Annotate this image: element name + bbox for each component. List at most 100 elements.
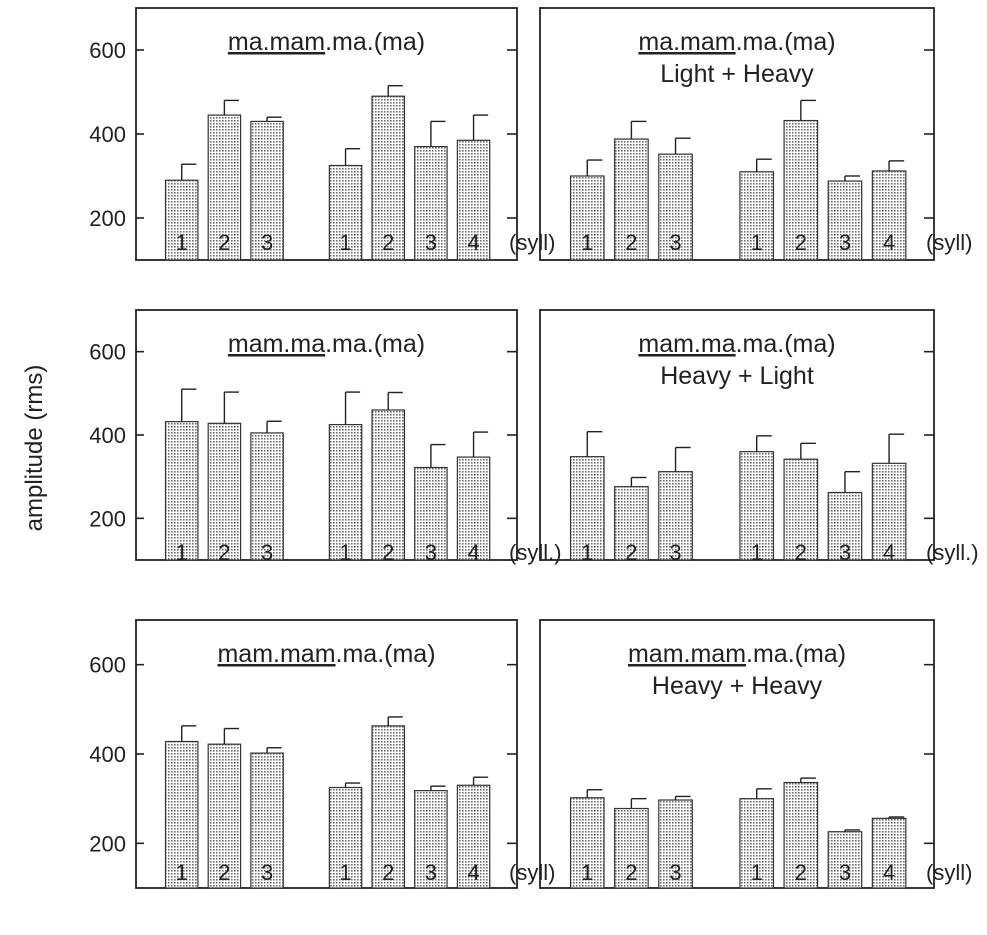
x-tick-label: 3: [425, 230, 437, 255]
x-tick-label: 2: [382, 230, 394, 255]
x-tick-label: 3: [839, 230, 851, 255]
x-tick-label: 1: [751, 860, 763, 885]
title-part: .ma.(ma): [325, 330, 425, 358]
x-tick-label: 4: [883, 540, 895, 565]
x-tick-label: 1: [176, 540, 188, 565]
bar: [739, 798, 775, 889]
y-tick-label: 400: [89, 423, 126, 448]
x-tick-label: 2: [218, 230, 230, 255]
chart-panel-4: 1 2 3 1 2 3 4 (syll.) mam.ma.ma.(ma) Heavy + Ligh…: [539, 309, 979, 565]
x-tick-label: 4: [467, 230, 479, 255]
x-tick-label: 2: [218, 540, 230, 565]
bar: [614, 486, 649, 561]
chart-panel-1: 200 400 600 1 2 3 1 2 3 4 (syll) ma.mam.ma.(ma): [89, 7, 555, 261]
bar: [614, 807, 649, 889]
x-tick-label: 3: [669, 540, 681, 565]
panel-title: mam.mam.ma.(ma): [628, 640, 846, 668]
x-tick-label: 2: [625, 230, 637, 255]
x-tick-label: 1: [339, 230, 351, 255]
y-tick-label: 600: [89, 38, 126, 63]
x-tick-label: 2: [218, 860, 230, 885]
bar: [250, 432, 284, 561]
x-tick-label: 4: [883, 860, 895, 885]
bar: [827, 180, 863, 261]
x-tick-label: 4: [467, 860, 479, 885]
x-tick-label: 1: [176, 230, 188, 255]
panel-title: mam.mam.ma.(ma): [217, 640, 435, 668]
title-underlined-part: ma.mam: [228, 28, 325, 56]
bar: [328, 786, 363, 889]
x-tick-label: 1: [751, 540, 763, 565]
x-axis-unit-label: (syll): [509, 230, 555, 255]
title-part: .ma.(ma): [736, 28, 836, 56]
bar: [783, 119, 819, 261]
panel-title: ma.mam.ma.(ma): [228, 28, 425, 56]
x-axis-unit-label: (syll.): [926, 540, 979, 565]
bar: [871, 462, 907, 561]
y-tick-label: 600: [89, 340, 126, 365]
title-underlined-part: mam.mam: [628, 640, 746, 668]
x-tick-label: 3: [261, 860, 273, 885]
panel-subtitle: Light + Heavy: [660, 60, 814, 88]
bar: [414, 466, 448, 561]
x-axis-unit-label: (syll): [926, 860, 972, 885]
x-tick-label: 2: [795, 540, 807, 565]
bar: [614, 138, 649, 261]
bar: [783, 781, 819, 889]
x-tick-label: 3: [261, 540, 273, 565]
bar: [250, 752, 284, 889]
x-tick-label: 3: [425, 540, 437, 565]
chart-panel-3: 200 400 600 1 2 3 1 2 3 4 (syll.) mam.ma.ma.(ma): [89, 309, 562, 565]
chart-panel-5: 200 400 600 1 2 3 1 2 3 4 (syll) mam.mam.ma.(ma): [89, 619, 555, 889]
x-tick-label: 1: [581, 230, 593, 255]
bar: [328, 423, 363, 561]
bar: [871, 170, 907, 261]
title-underlined-part: ma.mam: [638, 28, 735, 56]
panel-title: mam.ma.ma.(ma): [228, 330, 425, 358]
title-part: .ma.(ma): [325, 28, 425, 56]
bar: [414, 790, 448, 889]
y-tick-label: 200: [89, 831, 126, 856]
x-tick-label: 1: [581, 540, 593, 565]
bar: [456, 784, 491, 889]
x-tick-label: 2: [625, 540, 637, 565]
x-tick-label: 1: [176, 860, 188, 885]
x-tick-label: 4: [467, 540, 479, 565]
chart-panel-6: 1 2 3 1 2 3 4 (syll) mam.mam.ma.(ma) Heavy + Heav…: [539, 619, 972, 889]
x-tick-label: 2: [382, 860, 394, 885]
title-part: .ma.(ma): [746, 640, 846, 668]
y-tick-label: 400: [89, 122, 126, 147]
bar: [371, 409, 406, 561]
x-tick-label: 1: [581, 860, 593, 885]
x-tick-label: 3: [425, 860, 437, 885]
title-part: .ma.(ma): [736, 330, 836, 358]
bar: [164, 740, 199, 889]
bar: [569, 175, 605, 261]
x-tick-label: 3: [839, 540, 851, 565]
bar: [456, 139, 491, 261]
x-tick-label: 2: [382, 540, 394, 565]
title-part: .ma.(ma): [336, 640, 436, 668]
panel-title: mam.ma.ma.(ma): [638, 330, 835, 358]
bar: [739, 171, 775, 261]
x-tick-label: 3: [261, 230, 273, 255]
x-tick-label: 4: [883, 230, 895, 255]
panel-subtitle: Heavy + Heavy: [652, 672, 823, 700]
bar: [414, 146, 448, 261]
bar: [871, 817, 907, 889]
panel-title: ma.mam.ma.(ma): [638, 28, 835, 56]
bar: [783, 458, 819, 561]
y-tick-label: 200: [89, 506, 126, 531]
title-underlined-part: mam.ma: [638, 330, 735, 358]
x-tick-label: 3: [839, 860, 851, 885]
x-axis-unit-label: (syll.): [509, 540, 562, 565]
title-underlined-part: mam.ma: [228, 330, 325, 358]
bar: [371, 725, 406, 889]
x-tick-label: 2: [795, 860, 807, 885]
x-tick-label: 2: [625, 860, 637, 885]
x-tick-label: 3: [669, 230, 681, 255]
x-tick-label: 1: [751, 230, 763, 255]
y-tick-label: 400: [89, 742, 126, 767]
x-axis-unit-label: (syll): [509, 860, 555, 885]
